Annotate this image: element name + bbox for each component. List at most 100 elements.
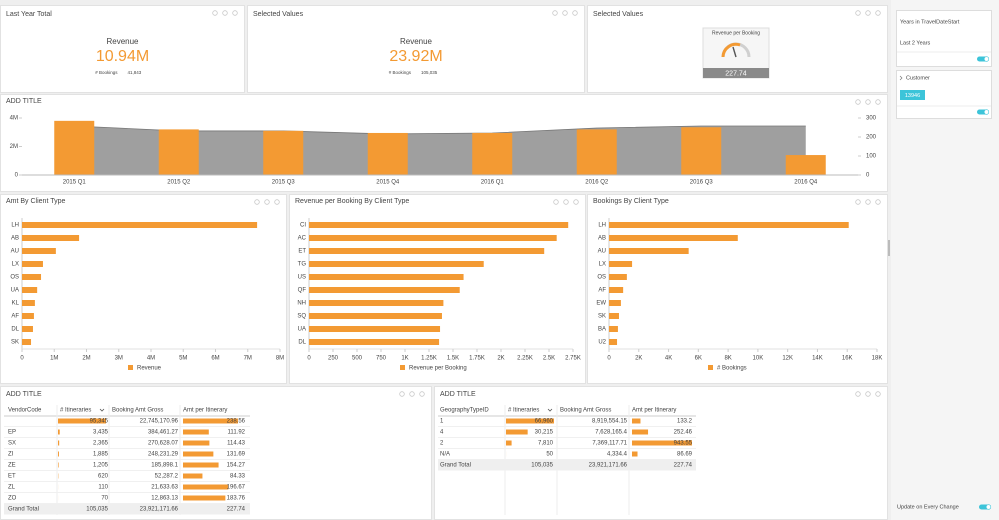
tile-label: Revenue [106, 37, 139, 46]
gauge-value: 227.74 [725, 70, 747, 77]
filter-value[interactable]: Last 2 Years [900, 40, 931, 46]
tile-title: Selected Values [253, 11, 304, 18]
x-tick-label: 18K [872, 356, 883, 362]
panel-icon[interactable] [855, 391, 861, 397]
column-header[interactable]: # Itineraries [508, 408, 539, 414]
table-cell: ZE [8, 463, 16, 469]
panel-icon[interactable] [572, 10, 578, 16]
table-cell: 95,345 [90, 419, 109, 425]
panel-icon[interactable] [562, 10, 568, 16]
bar [309, 235, 557, 241]
total-row-bg [438, 459, 696, 471]
panel-icon[interactable] [254, 199, 260, 205]
y-tick-label: OS [10, 275, 19, 281]
bar [309, 300, 444, 306]
y-tick-label: OS [597, 275, 606, 281]
panel-icon[interactable] [855, 99, 861, 105]
y-tick-label: AB [598, 236, 606, 242]
panel-icon[interactable] [875, 99, 881, 105]
y-tick-label: AU [598, 249, 606, 255]
data-bar [183, 440, 210, 446]
table-cell: 2 [440, 441, 444, 447]
gauge-needle [732, 46, 737, 58]
tile-value: 23.92M [389, 48, 442, 65]
panel-icon[interactable] [553, 199, 559, 205]
panel-icon[interactable] [274, 199, 280, 205]
y-tick-label: KL [12, 301, 20, 307]
bar [609, 326, 618, 332]
panel-icon[interactable] [563, 199, 569, 205]
y-tick-label: 4M [10, 116, 18, 122]
expand-icon[interactable] [899, 75, 903, 81]
gauge-label: Revenue per Booking [712, 30, 760, 36]
panel-icon[interactable] [855, 199, 861, 205]
panel-icon[interactable] [552, 10, 558, 16]
legend-label: # Bookings [717, 366, 747, 372]
y-tick-label: LX [599, 262, 606, 268]
panel-icon[interactable] [865, 99, 871, 105]
y-tick-label: LH [598, 223, 606, 229]
bar [22, 235, 80, 241]
table-title: ADD TITLE [440, 391, 476, 398]
column-header[interactable]: Booking Amt Gross [112, 408, 163, 414]
panel-icon[interactable] [875, 199, 881, 205]
total-cell: Grand Total [8, 507, 39, 513]
total-row-bg [4, 503, 250, 515]
column-header[interactable]: VendorCode [8, 408, 42, 414]
table-cell: 131.69 [227, 452, 246, 458]
x-tick-label: 10K [753, 356, 764, 362]
column-header[interactable]: GeographyTypeID [440, 408, 489, 414]
table-cell: 238.56 [227, 419, 246, 425]
x-tick-label: 2.75K [565, 356, 581, 362]
y-tick-label: EW [596, 301, 606, 307]
table-cell: ZO [8, 496, 17, 502]
total-cell: 105,035 [531, 463, 553, 469]
tile-sub-value: 105,035 [421, 70, 438, 75]
filter-chip[interactable] [900, 90, 925, 100]
y-tick-label: CI [300, 223, 306, 229]
panel-icon[interactable] [232, 10, 238, 16]
column-header[interactable]: Amt per Itinerary [183, 408, 227, 414]
column-header[interactable]: Booking Amt Gross [560, 408, 611, 414]
y-tick-label: TG [298, 262, 307, 268]
scroll-handle[interactable] [887, 240, 890, 256]
bar [22, 222, 258, 228]
legend-label: Revenue [137, 366, 162, 372]
panel-icon[interactable] [222, 10, 228, 16]
panel-icon[interactable] [865, 199, 871, 205]
panel-icon[interactable] [865, 391, 871, 397]
panel-icon[interactable] [212, 10, 218, 16]
panel-icon[interactable] [875, 10, 881, 16]
bar [309, 248, 545, 254]
y-tick-label: AB [11, 236, 19, 242]
chart-title: Revenue per Booking By Client Type [295, 198, 409, 205]
x-tick-label: 2K [635, 356, 642, 362]
table-cell: 7,369,117.71 [592, 441, 627, 447]
panel-icon[interactable] [855, 10, 861, 16]
data-bar [183, 473, 203, 479]
column-header[interactable]: # Itineraries [60, 408, 91, 414]
panel-icon[interactable] [865, 10, 871, 16]
panel-icon[interactable] [264, 199, 270, 205]
panel-icon[interactable] [409, 391, 415, 397]
y-tick-label: SK [598, 314, 606, 320]
table-cell: 196.67 [227, 485, 246, 491]
panel-icon[interactable] [573, 199, 579, 205]
toggle-knob [985, 504, 992, 510]
data-bar [183, 418, 238, 424]
y-tick-label: SQ [297, 314, 306, 320]
bar [309, 261, 484, 267]
legend-swatch [400, 365, 405, 370]
panel-icon[interactable] [419, 391, 425, 397]
column-header[interactable]: Amt per Itinerary [632, 408, 676, 414]
tile-value: 10.94M [96, 48, 149, 65]
y-tick-label: BA [598, 327, 606, 333]
panel-icon[interactable] [399, 391, 405, 397]
table-cell: 133.2 [677, 419, 693, 425]
bar [609, 248, 689, 254]
table-cell: 1,885 [93, 452, 109, 458]
bar [309, 313, 442, 319]
panel-icon[interactable] [875, 391, 881, 397]
x-tick-label: 8M [276, 356, 284, 362]
y-tick-label: AF [598, 288, 606, 294]
